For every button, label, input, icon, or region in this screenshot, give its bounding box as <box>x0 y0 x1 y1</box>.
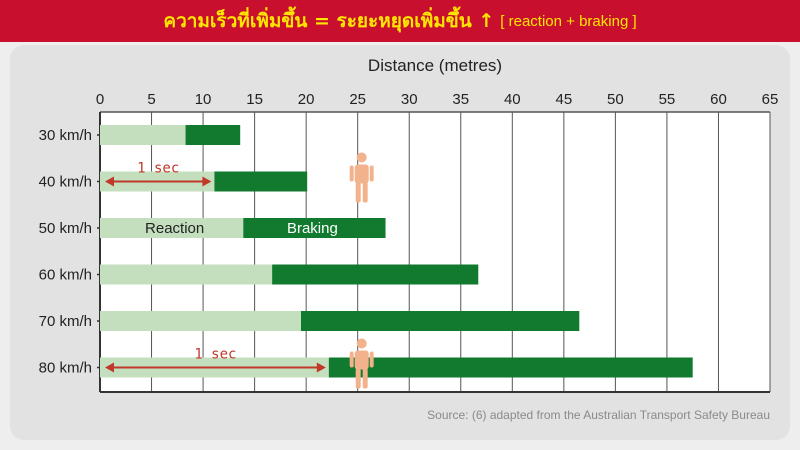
braking-bar <box>272 264 479 285</box>
x-tick-label: 0 <box>96 91 104 108</box>
x-tick-label: 25 <box>349 91 366 108</box>
x-tick-labels: 0 5 10 15 20 25 30 35 40 45 50 55 60 65 <box>96 91 779 108</box>
banner-formula-text: [ reaction + braking ] <box>500 12 637 30</box>
braking-bar <box>328 357 693 378</box>
braking-bar <box>301 311 580 331</box>
arrow-head-right <box>202 176 212 187</box>
x-tick-label: 55 <box>659 91 676 108</box>
source-note: Source: (6) adapted from the Australian … <box>427 408 770 422</box>
pedestrian-icon <box>349 152 374 203</box>
arrow-head-left <box>105 176 114 187</box>
reaction-bar <box>100 218 244 238</box>
x-tick-label: 60 <box>710 91 727 108</box>
braking-bar <box>214 171 308 192</box>
x-tick-label: 10 <box>195 91 212 108</box>
category-label: 40 km/h <box>39 174 92 191</box>
category-label: 30 km/h <box>39 127 92 144</box>
chart-title: Distance (metres) <box>368 56 502 75</box>
grid-lines <box>97 111 771 393</box>
pedestrian-icon <box>349 338 374 389</box>
x-tick-label: 40 <box>504 91 521 108</box>
category-label: 50 km/h <box>39 220 92 237</box>
one-sec-label: 1 sec <box>194 347 236 363</box>
reaction-bar <box>100 264 273 285</box>
plot-area <box>100 112 770 392</box>
category-labels: 30 km/h 40 km/h 50 km/h 60 km/h 70 km/h 80 km… <box>39 127 92 377</box>
x-tick-label: 20 <box>298 91 315 108</box>
arrow-head-right <box>316 362 326 373</box>
x-tick-label: 35 <box>452 91 469 108</box>
x-tick-label: 65 <box>762 91 779 108</box>
x-tick-label: 15 <box>246 91 263 108</box>
annotations: 1 sec 1 sec <box>105 152 374 389</box>
braking-bar <box>185 125 241 145</box>
category-label: 70 km/h <box>39 313 92 330</box>
x-tick-label: 5 <box>147 91 155 108</box>
category-label: 60 km/h <box>39 267 92 284</box>
x-tick-label: 45 <box>556 91 573 108</box>
x-tick-label: 30 <box>401 91 418 108</box>
title-banner: ความเร็วที่เพิ่มขึ้น = ระยะหยุดเพิ่มขึ้น… <box>0 0 800 42</box>
reaction-bar <box>100 311 301 331</box>
reaction-bar <box>100 125 186 145</box>
reaction-series-label: Reaction <box>145 220 204 237</box>
arrow-head-left <box>105 362 114 373</box>
category-label: 80 km/h <box>39 360 92 377</box>
one-sec-label: 1 sec <box>137 161 179 177</box>
banner-thai-text: ความเร็วที่เพิ่มขึ้น = ระยะหยุดเพิ่มขึ้น… <box>163 10 495 32</box>
braking-bar <box>243 218 386 238</box>
braking-series-label: Braking <box>287 220 338 237</box>
x-tick-label: 50 <box>607 91 624 108</box>
